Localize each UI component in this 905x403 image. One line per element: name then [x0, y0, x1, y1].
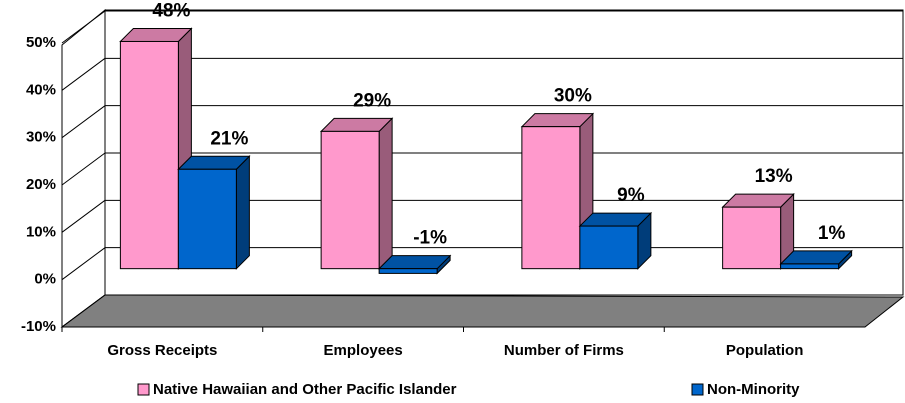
bar-top	[377, 255, 452, 270]
y-tick-label: -10%	[21, 318, 56, 335]
bar	[119, 40, 179, 270]
floor	[60, 294, 905, 328]
value-label: 48%	[152, 0, 190, 21]
grid-line	[61, 247, 106, 281]
bar	[177, 168, 237, 270]
bar	[722, 206, 782, 270]
y-tick-label: 0%	[34, 271, 56, 288]
grid-line	[61, 152, 106, 186]
legend-label: Native Hawaiian and Other Pacific Island…	[153, 381, 457, 398]
x-tick-label: Number of Firms	[504, 342, 624, 359]
value-label: 29%	[353, 90, 391, 111]
x-tick-label: Gross Receipts	[107, 342, 217, 359]
bar-side	[235, 155, 250, 270]
legend-label: Non-Minority	[707, 381, 800, 398]
legend-swatch	[691, 383, 704, 396]
bar-top	[779, 250, 853, 265]
bar-top	[578, 212, 653, 227]
value-label: 1%	[818, 223, 846, 244]
bar-top	[520, 113, 595, 128]
grid-line	[61, 10, 106, 44]
grid-line	[61, 294, 106, 328]
x-tick-label: Employees	[324, 342, 403, 359]
bar-top	[177, 155, 251, 170]
value-label: -1%	[413, 228, 447, 249]
x-tick-label: Population	[726, 342, 804, 359]
value-label: 13%	[755, 166, 793, 187]
bar	[579, 225, 639, 270]
grid-line	[61, 57, 106, 91]
value-label: 30%	[554, 86, 592, 107]
value-label: 9%	[617, 185, 645, 206]
bar-top	[721, 193, 795, 208]
y-tick-label: 30%	[26, 129, 56, 146]
bar-side	[378, 117, 393, 270]
y-tick-label: 50%	[26, 34, 56, 51]
bar-top	[319, 117, 394, 132]
grid-line	[61, 199, 106, 233]
y-tick-label: 20%	[26, 176, 56, 193]
y-tick-label: 40%	[26, 81, 56, 98]
bar	[780, 263, 840, 270]
bar	[521, 126, 581, 270]
legend-swatch	[137, 383, 150, 396]
bar-top	[119, 27, 193, 42]
value-label: 21%	[210, 128, 248, 149]
grid-line	[61, 105, 106, 139]
bar	[378, 268, 438, 274]
y-tick-label: 10%	[26, 223, 56, 240]
bar	[320, 130, 380, 270]
